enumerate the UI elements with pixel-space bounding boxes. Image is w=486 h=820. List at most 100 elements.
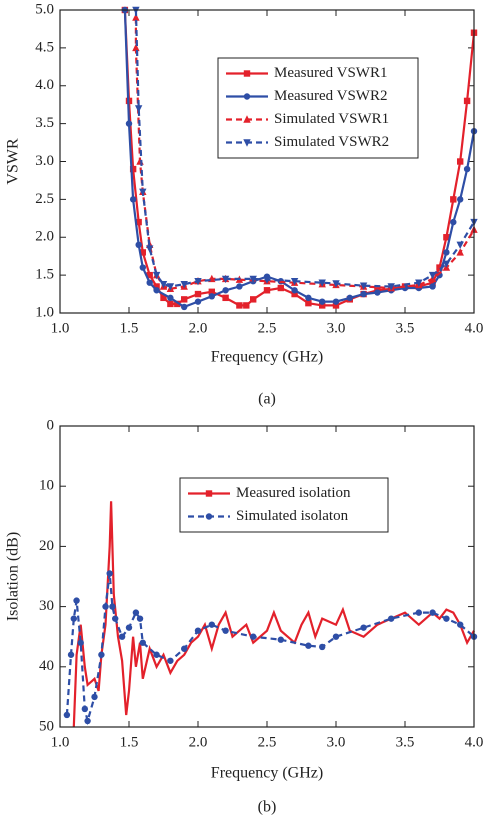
data-point	[181, 303, 188, 311]
data-point	[91, 693, 98, 701]
data-point	[125, 120, 133, 127]
data-point	[457, 196, 464, 203]
data-point	[388, 615, 395, 622]
x-tick-label: 1.5	[120, 320, 139, 336]
data-point	[387, 283, 395, 291]
x-tick-label: 3.5	[396, 320, 415, 336]
legend-marker	[243, 139, 251, 147]
data-point	[125, 624, 133, 631]
data-point	[332, 633, 340, 640]
data-point	[415, 279, 423, 287]
data-point	[249, 275, 257, 284]
x-tick-label: 2.0	[189, 734, 208, 750]
data-point	[291, 287, 298, 294]
data-point	[443, 249, 450, 256]
plot-frame	[59, 425, 475, 728]
data-point	[73, 597, 80, 604]
data-point	[180, 281, 188, 289]
data-point	[166, 283, 175, 291]
data-point	[63, 711, 71, 719]
data-point	[318, 279, 326, 287]
data-point	[159, 281, 168, 289]
legend-marker	[243, 93, 251, 100]
data-point	[118, 633, 126, 640]
y-tick-label: 2.5	[35, 191, 54, 207]
x-axis-title: Frequency (GHz)	[211, 349, 323, 366]
data-point	[360, 624, 367, 631]
data-point	[450, 218, 457, 226]
data-point	[208, 293, 215, 300]
data-point	[139, 264, 146, 271]
data-point	[153, 283, 160, 290]
data-point	[208, 621, 215, 628]
data-point	[359, 282, 368, 290]
data-point	[277, 636, 284, 643]
data-point	[181, 645, 188, 652]
data-point	[305, 299, 312, 307]
data-point	[132, 43, 140, 52]
data-point	[67, 651, 75, 658]
data-point	[250, 296, 257, 303]
data-point	[134, 105, 143, 113]
x-tick-label: 3.0	[327, 320, 346, 336]
legend-label: Simulated VSWR1	[274, 111, 389, 127]
data-point	[146, 271, 153, 279]
data-point	[139, 188, 147, 196]
x-tick-label: 3.0	[327, 734, 346, 750]
data-point	[319, 643, 326, 651]
x-tick-label: 3.5	[396, 734, 415, 750]
y-tick-label: 20	[39, 538, 54, 554]
data-point	[291, 290, 298, 298]
data-point	[360, 290, 367, 298]
legend-box	[217, 57, 419, 159]
data-point	[222, 287, 229, 294]
data-point	[109, 603, 116, 610]
data-point	[415, 609, 422, 616]
y-tick-label: 40	[39, 658, 54, 674]
caption: (b)	[258, 799, 277, 816]
legend-marker	[243, 70, 251, 77]
data-point	[135, 218, 142, 226]
data-point	[222, 294, 229, 302]
data-point	[167, 294, 174, 302]
data-point	[429, 609, 436, 616]
data-point	[429, 283, 436, 290]
y-tick-label: 10	[39, 478, 54, 494]
y-axis-title: VSWR	[5, 138, 22, 185]
data-point	[450, 196, 457, 203]
data-point	[346, 294, 353, 302]
data-point	[290, 277, 299, 286]
data-point	[263, 287, 271, 294]
y-tick-label: 1.0	[35, 304, 54, 320]
data-point	[98, 651, 105, 658]
y-tick-label: 5.0	[35, 1, 54, 17]
plot-frame	[59, 9, 475, 314]
data-point	[160, 294, 167, 302]
data-point	[136, 615, 144, 622]
data-point	[457, 158, 464, 165]
data-point	[174, 300, 181, 308]
legend-box	[179, 477, 389, 533]
y-tick-label: 0	[47, 417, 55, 433]
x-tick-label: 1.0	[51, 320, 70, 336]
data-point	[443, 615, 450, 622]
data-point	[132, 609, 140, 616]
data-point	[129, 165, 137, 173]
y-tick-label: 4.5	[35, 39, 54, 55]
legend-label: Simulated VSWR2	[274, 134, 389, 150]
data-point	[222, 627, 229, 634]
x-tick-label: 2.5	[258, 734, 277, 750]
data-point	[463, 165, 471, 173]
data-point	[456, 248, 464, 256]
y-tick-label: 50	[39, 718, 54, 734]
data-point	[194, 627, 202, 634]
data-point	[443, 234, 450, 241]
data-point	[236, 283, 243, 290]
data-point	[428, 271, 437, 280]
data-point	[457, 621, 464, 628]
data-point	[456, 241, 464, 250]
data-point	[139, 249, 146, 256]
data-point	[135, 241, 142, 249]
caption: (a)	[258, 391, 276, 408]
data-point	[332, 302, 340, 309]
